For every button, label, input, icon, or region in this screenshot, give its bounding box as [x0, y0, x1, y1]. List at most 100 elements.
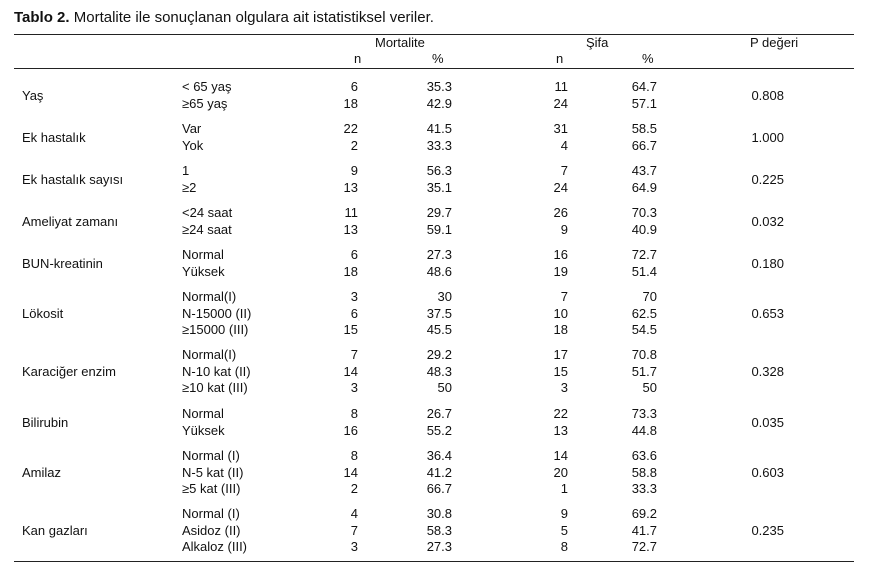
- mortality-percent: 30.8: [426, 506, 452, 521]
- cure-n: 9: [560, 506, 568, 521]
- mortality-n: 2: [350, 137, 358, 153]
- subgroup-label: N-10 kat (II): [182, 363, 251, 379]
- p-value: 0.808: [751, 88, 784, 104]
- cure-percent: 66.7: [631, 137, 657, 153]
- subgroup-label: Yüksek: [182, 422, 225, 438]
- cure-n: 8: [560, 539, 568, 554]
- cure-percent: 73.3: [631, 406, 657, 421]
- header-cure-n: n: [556, 51, 564, 66]
- row-group-label: Amilaz: [22, 464, 62, 480]
- row-group-label: Lökosit: [22, 305, 64, 321]
- cure-n: 11: [554, 79, 569, 94]
- cure-percent: 43.7: [631, 163, 657, 178]
- mortality-n: 14: [343, 464, 358, 480]
- mortality-percent: 27.3: [426, 247, 452, 262]
- mortality-percent: 45.5: [426, 322, 452, 337]
- caption-text: Mortalite ile sonuçlanan olgulara ait is…: [69, 9, 434, 26]
- cure-percent: 54.5: [631, 322, 657, 337]
- subgroup-label: < 65 yaş: [182, 79, 232, 94]
- p-value: 0.603: [751, 464, 784, 480]
- mortality-n: 3: [350, 380, 358, 395]
- p-value: 1.000: [751, 130, 784, 146]
- row-group-label: Ek hastalık: [22, 130, 86, 146]
- subgroup-label: ≥10 kat (III): [182, 380, 248, 395]
- cure-n: 31: [553, 121, 568, 136]
- mortality-percent: 41.2: [426, 464, 452, 480]
- cure-percent: 51.7: [631, 363, 657, 379]
- mortality-n: 6: [350, 305, 358, 321]
- mortality-n: 13: [343, 221, 358, 237]
- cure-percent: 50: [642, 380, 657, 395]
- mortality-n: 8: [350, 406, 358, 421]
- mortality-percent: 26.7: [426, 406, 452, 421]
- cure-n: 24: [553, 179, 568, 195]
- cure-percent: 69.2: [631, 506, 657, 521]
- mortality-n: 16: [343, 422, 358, 438]
- row-group-label: Bilirubin: [22, 415, 69, 431]
- cure-percent: 70.8: [631, 347, 657, 362]
- cure-percent: 40.9: [631, 221, 657, 237]
- mortality-percent: 29.7: [426, 205, 452, 220]
- p-value: 0.653: [751, 305, 784, 321]
- header-mortality: Mortalite: [375, 35, 425, 50]
- row-group-label: Ameliyat zamanı: [22, 214, 119, 230]
- caption-label: Tablo 2.: [14, 9, 70, 26]
- cure-percent: 58.8: [631, 464, 657, 480]
- p-value: 0.328: [751, 363, 784, 379]
- p-value: 0.180: [751, 256, 784, 272]
- row-group-label: BUN-kreatinin: [22, 256, 103, 272]
- mortality-percent: 36.4: [426, 448, 452, 463]
- mortality-percent: 48.3: [426, 363, 452, 379]
- mortality-n: 6: [350, 79, 358, 94]
- mortality-n: 7: [350, 522, 358, 538]
- cure-n: 24: [553, 95, 568, 111]
- header-mortality-percent: %: [432, 51, 444, 66]
- mortality-n: 15: [343, 322, 358, 337]
- mortality-percent: 41.5: [426, 121, 452, 136]
- cure-percent: 62.5: [631, 305, 657, 321]
- subgroup-label: Var: [182, 121, 202, 136]
- cure-percent: 72.7: [631, 539, 657, 554]
- row-group-label: Ek hastalık sayısı: [22, 172, 124, 188]
- header-cure: Şifa: [586, 35, 609, 50]
- mortality-percent: 30: [437, 289, 452, 304]
- cure-n: 20: [553, 464, 568, 480]
- row-group-label: Yaş: [22, 88, 44, 104]
- cure-n: 13: [553, 422, 568, 438]
- p-value: 0.035: [751, 415, 784, 431]
- subgroup-label: Alkaloz (III): [182, 539, 248, 554]
- subgroup-label: Normal: [182, 406, 224, 421]
- cure-percent: 63.6: [631, 448, 657, 463]
- mortality-n: 8: [350, 448, 358, 463]
- bottom-rule: [14, 561, 854, 562]
- cure-n: 10: [553, 305, 568, 321]
- cure-n: 17: [553, 347, 568, 362]
- subgroup-label: Yok: [182, 137, 204, 153]
- mortality-percent: 33.3: [426, 137, 452, 153]
- mortality-n: 7: [350, 347, 358, 362]
- p-value: 0.225: [751, 172, 784, 188]
- p-value: 0.032: [751, 214, 784, 230]
- cure-n: 7: [560, 289, 568, 304]
- cure-percent: 70.3: [631, 205, 657, 220]
- cure-n: 15: [553, 363, 568, 379]
- cure-n: 16: [553, 247, 568, 262]
- subgroup-label: N-5 kat (II): [182, 464, 244, 480]
- cure-percent: 70: [642, 289, 657, 304]
- cure-n: 5: [560, 522, 568, 538]
- cure-percent: 41.7: [631, 522, 657, 538]
- subgroup-label: Normal(I): [182, 289, 237, 304]
- subgroup-label: Normal (I): [182, 448, 240, 463]
- header-cure-percent: %: [642, 51, 654, 66]
- cure-n: 22: [553, 406, 568, 421]
- row-group-label: Kan gazları: [22, 522, 88, 538]
- cure-percent: 51.4: [631, 263, 657, 279]
- top-rule: [14, 34, 854, 35]
- mortality-percent: 59.1: [426, 221, 452, 237]
- mortality-percent: 37.5: [426, 305, 452, 321]
- subgroup-label: ≥24 saat: [182, 221, 232, 237]
- subgroup-label: ≥2: [182, 179, 197, 195]
- cure-percent: 72.7: [631, 247, 657, 262]
- mortality-n: 18: [343, 95, 358, 111]
- mortality-percent: 42.9: [426, 95, 452, 111]
